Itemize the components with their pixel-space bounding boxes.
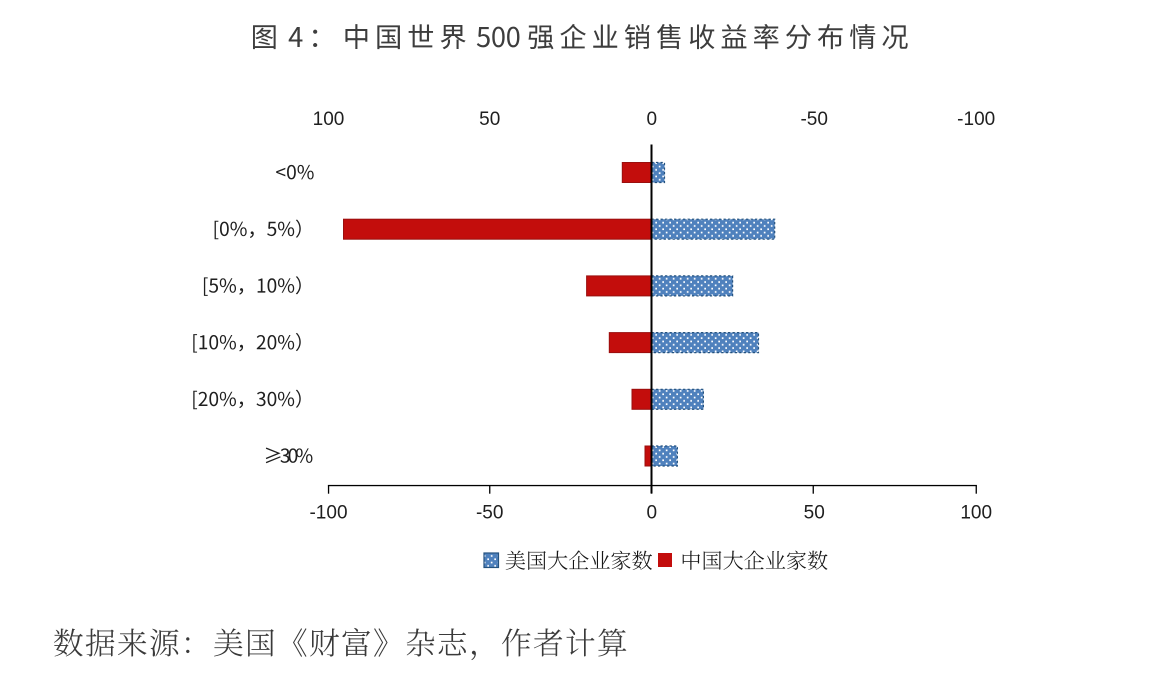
svg-text:0: 0 <box>647 502 658 523</box>
svg-text:100: 100 <box>960 502 992 523</box>
svg-text:50: 50 <box>479 109 500 130</box>
svg-text:-100: -100 <box>309 502 347 523</box>
svg-text:100: 100 <box>313 109 345 130</box>
svg-text:0: 0 <box>647 109 658 130</box>
svg-text:-50: -50 <box>800 109 827 130</box>
svg-text:-50: -50 <box>476 502 503 523</box>
svg-text:-100: -100 <box>957 109 995 130</box>
svg-text:50: 50 <box>804 502 825 523</box>
